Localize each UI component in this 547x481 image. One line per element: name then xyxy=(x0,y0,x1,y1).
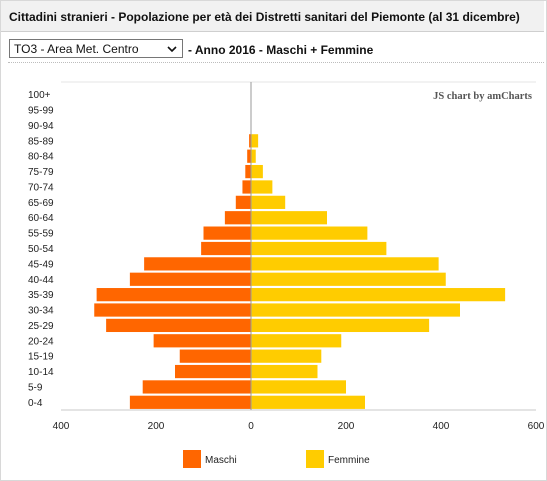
y-tick-label: 40-44 xyxy=(28,275,54,286)
y-tick-label: 75-79 xyxy=(28,167,54,178)
bar-maschi-15-19 xyxy=(179,349,251,363)
y-tick-label: 35-39 xyxy=(28,290,54,301)
divider xyxy=(8,62,544,63)
bar-maschi-10-14 xyxy=(175,364,251,379)
bar-femmine-65-69 xyxy=(251,195,286,209)
x-tick-label: 400 xyxy=(433,421,450,432)
bar-femmine-25-29 xyxy=(251,318,430,333)
bar-femmine-40-44 xyxy=(251,272,446,286)
district-select[interactable]: TO3 - Area Met. Centro xyxy=(9,39,183,58)
bar-femmine-15-19 xyxy=(251,349,322,363)
bar-maschi-65-69 xyxy=(235,195,251,209)
bar-maschi-45-49 xyxy=(144,257,251,271)
x-tick-label: 200 xyxy=(338,421,355,432)
x-tick-label: 0 xyxy=(248,421,254,432)
title-bar: Cittadini stranieri - Popolazione per et… xyxy=(1,1,544,32)
legend-maschi-swatch xyxy=(183,450,201,468)
y-tick-label: 95-99 xyxy=(28,106,54,117)
y-tick-label: 25-29 xyxy=(28,321,54,332)
bar-maschi-50-54 xyxy=(201,241,251,256)
bar-femmine-85-89 xyxy=(251,134,259,148)
y-tick-label: 45-49 xyxy=(28,259,54,270)
y-tick-label: 65-69 xyxy=(28,198,54,209)
bar-femmine-75-79 xyxy=(251,164,263,179)
chevron-down-icon xyxy=(167,46,177,53)
y-tick-label: 80-84 xyxy=(28,152,54,163)
legend-femmine-swatch xyxy=(306,450,324,468)
bar-maschi-25-29 xyxy=(106,318,251,333)
bar-maschi-70-74 xyxy=(242,180,251,194)
y-tick-label: 70-74 xyxy=(28,182,54,193)
bar-maschi-40-44 xyxy=(129,272,251,286)
bar-femmine-0-4 xyxy=(251,395,365,409)
y-tick-label: 60-64 xyxy=(28,213,54,224)
bar-maschi-85-89 xyxy=(249,134,251,148)
bar-maschi-75-79 xyxy=(245,164,251,179)
y-tick-label: 20-24 xyxy=(28,336,54,347)
district-select-value: TO3 - Area Met. Centro xyxy=(14,42,139,56)
y-tick-label: 50-54 xyxy=(28,244,54,255)
bar-maschi-35-39 xyxy=(96,288,251,302)
bar-femmine-5-9 xyxy=(251,380,346,394)
bar-femmine-80-84 xyxy=(251,149,256,163)
bar-maschi-30-34 xyxy=(94,303,251,317)
y-tick-label: 100+ xyxy=(28,90,51,101)
y-tick-label: 0-4 xyxy=(28,398,43,409)
legend-femmine-label: Femmine xyxy=(328,455,370,466)
x-tick-label: 400 xyxy=(53,421,70,432)
x-tick-label: 600 xyxy=(528,421,545,432)
page-title: Cittadini stranieri - Popolazione per et… xyxy=(9,10,520,24)
y-tick-label: 85-89 xyxy=(28,136,54,147)
bar-maschi-55-59 xyxy=(203,226,251,240)
bar-maschi-5-9 xyxy=(142,380,251,394)
y-tick-label: 90-94 xyxy=(28,121,54,132)
bar-femmine-30-34 xyxy=(251,303,460,317)
bar-femmine-50-54 xyxy=(251,241,387,256)
chart-subtitle: - Anno 2016 - Maschi + Femmine xyxy=(188,43,374,57)
y-tick-label: 10-14 xyxy=(28,367,54,378)
bar-femmine-45-49 xyxy=(251,257,439,271)
bar-maschi-20-24 xyxy=(153,334,251,348)
bar-maschi-0-4 xyxy=(129,395,251,409)
bar-femmine-10-14 xyxy=(251,364,318,379)
y-tick-label: 15-19 xyxy=(28,352,54,363)
x-tick-label: 200 xyxy=(148,421,165,432)
y-tick-label: 5-9 xyxy=(28,382,43,393)
control-row: TO3 - Area Met. Centro - Anno 2016 - Mas… xyxy=(1,36,544,64)
bar-femmine-60-64 xyxy=(251,211,327,225)
bar-femmine-55-59 xyxy=(251,226,368,240)
y-tick-label: 30-34 xyxy=(28,306,54,317)
amcharts-credit: JS chart by amCharts xyxy=(433,91,532,102)
bar-maschi-80-84 xyxy=(247,149,251,163)
legend-maschi-label: Maschi xyxy=(205,455,237,466)
bar-femmine-35-39 xyxy=(251,288,506,302)
bar-femmine-20-24 xyxy=(251,334,342,348)
bar-maschi-60-64 xyxy=(224,211,251,225)
y-tick-label: 55-59 xyxy=(28,229,54,240)
bar-femmine-70-74 xyxy=(251,180,273,194)
